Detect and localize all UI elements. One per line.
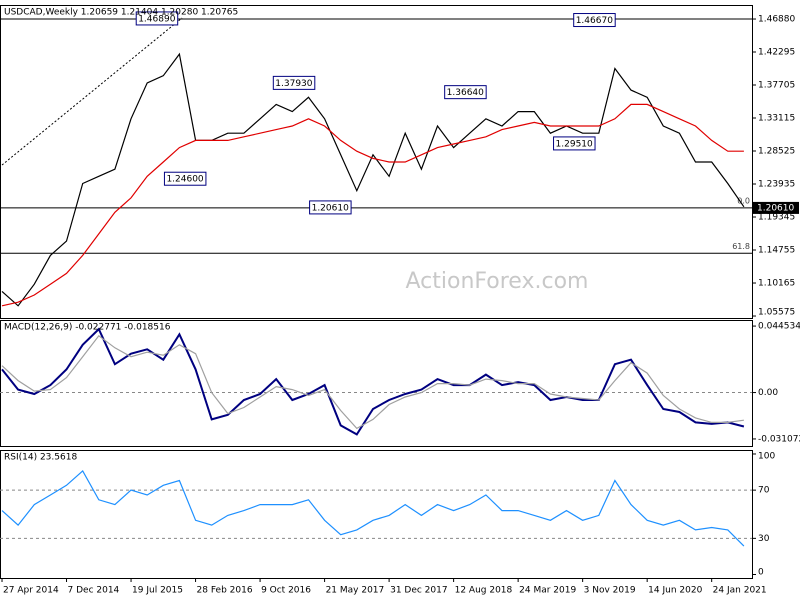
y-tick-label: 1.28525: [758, 147, 795, 157]
y-tick-label: 1.19345: [758, 213, 795, 223]
x-tick-label: 24 Mar 2019: [519, 586, 576, 596]
price-marker: [753, 201, 799, 214]
annotation-label: 1.46670: [576, 16, 613, 26]
x-tick-label: 12 Aug 2018: [455, 586, 513, 596]
panel-title: MACD(12,26,9) -0.022771 -0.018516: [4, 323, 171, 333]
y-tick-label: 1.37705: [758, 80, 795, 90]
x-tick-label: 28 Feb 2016: [197, 586, 253, 596]
x-tick-label: 19 Jul 2015: [132, 586, 183, 596]
annotation-label: 1.37930: [275, 79, 312, 89]
y-tick-label: 1.23935: [758, 180, 795, 190]
y-tick-label: 1.14755: [758, 246, 795, 256]
y-tick-label: 0.044534: [758, 322, 800, 332]
y-tick-label: 70: [758, 486, 770, 496]
annotation-box: [573, 13, 616, 28]
annotation-label: 1.24600: [166, 175, 203, 185]
x-tick-label: 14 Jun 2020: [648, 586, 702, 596]
panel-frame: [0, 320, 753, 447]
annotation-label: 1.46890: [138, 14, 175, 24]
series-line: [1, 334, 744, 430]
x-tick-label: 9 Oct 2016: [261, 586, 311, 596]
series-line: [1, 327, 745, 436]
y-tick-label: 0.00: [758, 388, 778, 398]
y-tick-label: 1.10165: [758, 279, 795, 289]
annotation-box: [309, 200, 352, 215]
x-tick-label: 27 Apr 2014: [3, 586, 59, 596]
price-marker-label: 1.20610: [757, 203, 794, 213]
panel-title: RSI(14) 23.5618: [4, 453, 77, 463]
annotation-box: [444, 85, 487, 100]
annotation-box: [135, 11, 179, 26]
x-tick-label: 7 Dec 2014: [68, 586, 120, 596]
annotation-box: [553, 136, 596, 151]
trend-line: [1, 17, 183, 166]
y-tick-label: -0.031072: [758, 434, 800, 444]
series-line: [1, 103, 744, 307]
panel-frame: [0, 450, 753, 579]
panel-title: USDCAD,Weekly 1.20659 1.21404 1.20280 1.…: [4, 8, 238, 18]
annotation-label: 1.20610: [312, 203, 349, 213]
y-tick-label: 0: [758, 568, 764, 578]
level-label: 0.0: [737, 196, 750, 205]
y-tick-label: 1.05575: [758, 308, 795, 318]
series-line: [1, 52, 745, 307]
x-tick-label: 3 Nov 2019: [584, 586, 636, 596]
series-line: [1, 469, 745, 547]
annotation-box: [272, 75, 316, 90]
x-tick-label: 21 May 2017: [326, 586, 385, 596]
level-label: 61.8: [732, 242, 750, 251]
y-tick-label: 1.33115: [758, 113, 795, 123]
x-tick-label: 31 Dec 2017: [390, 586, 448, 596]
y-tick-label: 100: [758, 452, 775, 462]
y-tick-label: 1.46880: [758, 15, 795, 25]
annotation-label: 1.36640: [447, 88, 484, 98]
panel-frame: [0, 5, 753, 319]
annotation-label: 1.29510: [556, 139, 593, 149]
y-tick-label: 1.42295: [758, 47, 795, 57]
x-tick-label: 24 Jan 2021: [713, 586, 767, 596]
annotation-box: [163, 171, 207, 186]
watermark: ActionForex.com: [406, 269, 589, 294]
y-tick-label: 30: [758, 534, 770, 544]
